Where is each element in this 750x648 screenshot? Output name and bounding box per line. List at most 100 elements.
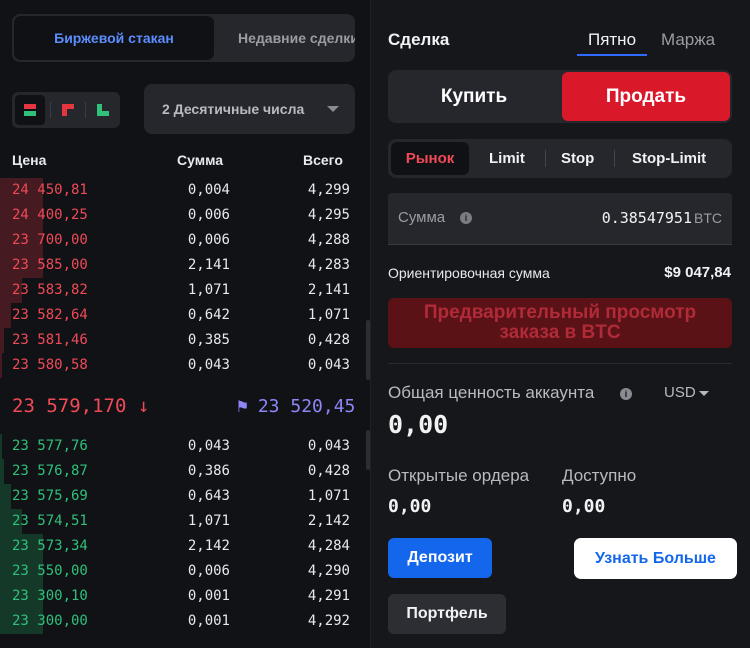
ask-price: 23 581,46 [12, 332, 88, 348]
ask-row[interactable]: 23 582,64 0,642 1,071 [0, 303, 360, 328]
tab-spot[interactable]: Пятно [577, 30, 647, 56]
learn-more-button[interactable]: Узнать Больше [574, 538, 737, 579]
ask-amount: 2,141 [187, 257, 230, 273]
bid-total: 0,043 [307, 438, 350, 454]
trade-panel: Сделка Пятно Маржа Купить Продать Рынок … [370, 0, 750, 648]
order-type-market[interactable]: Рынок [391, 142, 469, 175]
bid-row[interactable]: 23 574,51 1,071 2,142 [0, 509, 360, 534]
tab-recent-trades[interactable]: Недавние сделки [238, 30, 355, 46]
ask-amount: 0,642 [187, 307, 230, 323]
estimated-label: Ориентировочная сумма [388, 265, 550, 281]
ask-depth-bar [0, 303, 11, 328]
ask-price: 23 583,82 [12, 282, 88, 298]
trade-title: Сделка [388, 30, 450, 49]
preview-line2: заказа в BTC [499, 322, 621, 343]
bid-row[interactable]: 23 300,10 0,001 4,291 [0, 584, 360, 609]
bid-depth-bar [0, 584, 43, 609]
ask-total: 4,295 [307, 207, 350, 223]
info-icon[interactable]: i [460, 212, 472, 224]
view-both-button[interactable] [15, 95, 45, 125]
ask-row[interactable]: 23 580,58 0,043 0,043 [0, 353, 360, 378]
bid-depth-bar [0, 434, 2, 459]
bid-amount: 0,386 [187, 463, 230, 479]
column-header-amount: Сумма [177, 152, 224, 168]
orderbook-panel: Биржевой стакан Недавние сделки 2 Десяти… [0, 0, 370, 648]
open-orders-value: 0,00 [388, 496, 432, 517]
account-value-label: Общая ценность аккаунта [388, 383, 595, 402]
bid-depth-bar [0, 484, 11, 509]
tab-margin[interactable]: Маржа [661, 30, 716, 49]
bid-depth-bar [0, 509, 22, 534]
ask-row[interactable]: 23 581,46 0,385 0,428 [0, 328, 360, 353]
portfolio-button[interactable]: Портфель [388, 594, 506, 634]
flag-icon: ⚑ [237, 396, 248, 417]
bid-total: 4,291 [307, 588, 350, 604]
currency-select[interactable]: USD [664, 384, 709, 401]
bid-row[interactable]: 23 575,69 0,643 1,071 [0, 484, 360, 509]
amount-label: Сумма [398, 209, 446, 226]
bid-total: 4,284 [307, 538, 350, 554]
bid-row[interactable]: 23 576,87 0,386 0,428 [0, 459, 360, 484]
bid-total: 0,428 [307, 463, 350, 479]
ask-row[interactable]: 23 585,00 2,141 4,283 [0, 253, 360, 278]
order-type-stop[interactable]: Stop [561, 150, 595, 167]
bid-total: 1,071 [307, 488, 350, 504]
ask-total: 0,043 [307, 357, 350, 373]
ask-total: 4,299 [307, 182, 350, 198]
orderbook-tabs: Биржевой стакан Недавние сделки [12, 14, 355, 62]
order-type-tabs: Рынок Limit Stop Stop-Limit [388, 139, 732, 178]
ask-total: 4,288 [307, 232, 350, 248]
view-bids-button[interactable] [88, 95, 118, 125]
bids-scrollbar[interactable] [366, 430, 370, 470]
open-orders-label: Открытые ордера [388, 466, 530, 485]
divider [388, 363, 732, 364]
bid-row[interactable]: 23 573,34 2,142 4,284 [0, 534, 360, 559]
bid-amount: 0,643 [187, 488, 230, 504]
info-icon[interactable]: i [620, 388, 632, 400]
account-value: 0,00 [388, 410, 449, 439]
decimals-select[interactable]: 2 Десятичные числа [144, 84, 355, 134]
deposit-button[interactable]: Депозит [388, 538, 492, 578]
ask-row[interactable]: 23 700,00 0,006 4,288 [0, 228, 360, 253]
ask-total: 0,428 [307, 332, 350, 348]
orderbook-asks-icon [62, 104, 74, 116]
bid-row[interactable]: 23 300,00 0,001 4,292 [0, 609, 360, 634]
bid-row[interactable]: 23 550,00 0,006 4,290 [0, 559, 360, 584]
tab-orderbook[interactable]: Биржевой стакан [14, 16, 214, 60]
bid-price: 23 550,00 [12, 563, 88, 579]
buy-button[interactable]: Купить [440, 86, 508, 107]
ask-price: 24 400,25 [12, 207, 88, 223]
arrow-down-icon: ↓ [137, 395, 150, 417]
sell-button[interactable]: Продать [562, 72, 730, 121]
bid-depth-bar [0, 609, 43, 634]
bid-price: 23 576,87 [12, 463, 88, 479]
order-type-limit[interactable]: Limit [489, 150, 525, 167]
amount-field[interactable]: Сумма i 0.38547951 BTC [388, 193, 732, 245]
ask-row[interactable]: 23 583,82 1,071 2,141 [0, 278, 360, 303]
preview-line1: Предварительный просмотр [423, 302, 697, 323]
bid-price: 23 577,76 [12, 438, 88, 454]
asks-scrollbar[interactable] [366, 320, 370, 380]
column-header-total: Всего [303, 152, 343, 168]
ask-depth-bar [0, 253, 43, 278]
last-price[interactable]: 23 579,170 ↓ [12, 395, 149, 417]
preview-order-button[interactable]: Предварительный просмотр заказа в BTC [388, 298, 732, 348]
order-type-stop-limit[interactable]: Stop-Limit [632, 150, 707, 167]
ask-amount: 0,006 [187, 207, 230, 223]
chevron-down-icon [327, 106, 339, 112]
ask-total: 1,071 [307, 307, 350, 323]
ask-amount: 0,004 [187, 182, 230, 198]
amount-value[interactable]: 0.38547951 [601, 209, 692, 227]
ask-row[interactable]: 24 400,25 0,006 4,295 [0, 203, 360, 228]
ask-amount: 0,385 [187, 332, 230, 348]
bid-total: 4,292 [307, 613, 350, 629]
ask-depth-bar [0, 328, 4, 353]
ask-row[interactable]: 24 450,81 0,004 4,299 [0, 178, 360, 203]
decimals-value: 2 Десятичные числа [162, 101, 305, 117]
ask-depth-bar [0, 278, 22, 303]
bid-amount: 0,001 [187, 613, 230, 629]
currency-value: USD [664, 384, 696, 401]
view-asks-button[interactable] [53, 95, 83, 125]
bid-depth-bar [0, 459, 4, 484]
bid-row[interactable]: 23 577,76 0,043 0,043 [0, 434, 360, 459]
